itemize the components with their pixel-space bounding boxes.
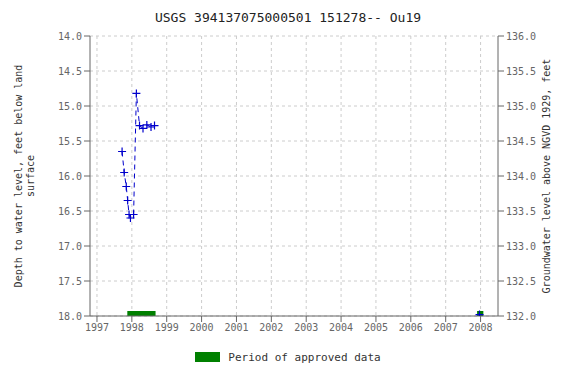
svg-text:1998: 1998 (120, 322, 144, 333)
svg-text:135.5: 135.5 (506, 66, 536, 77)
svg-text:Groundwater level above NGVD 1: Groundwater level above NGVD 1929, feet (541, 59, 552, 294)
svg-text:2004: 2004 (329, 322, 353, 333)
svg-text:2007: 2007 (434, 322, 458, 333)
svg-text:14.5: 14.5 (58, 66, 82, 77)
svg-text:16.5: 16.5 (58, 206, 82, 217)
svg-text:133.0: 133.0 (506, 241, 536, 252)
svg-text:2008: 2008 (469, 322, 493, 333)
svg-text:2006: 2006 (399, 322, 423, 333)
svg-text:1999: 1999 (155, 322, 179, 333)
svg-text:134.0: 134.0 (506, 171, 536, 182)
svg-text:Depth to water level, feet bel: Depth to water level, feet below landsur… (13, 65, 36, 288)
svg-text:132.5: 132.5 (506, 276, 536, 287)
svg-text:135.0: 135.0 (506, 101, 536, 112)
svg-text:16.0: 16.0 (58, 171, 82, 182)
svg-text:134.5: 134.5 (506, 136, 536, 147)
svg-text:133.5: 133.5 (506, 206, 536, 217)
html-text:Period of approved data: Period of approved data (228, 350, 381, 364)
html-text:USGS 394137075000501 151278--: USGS 394137075000501 151278-- Ou19 (154, 10, 421, 25)
svg-text:2005: 2005 (364, 322, 388, 333)
svg-text:2002: 2002 (259, 322, 283, 333)
svg-text:2001: 2001 (224, 322, 248, 333)
svg-text:15.5: 15.5 (58, 136, 82, 147)
svg-text:2000: 2000 (190, 322, 214, 333)
svg-text:132.0: 132.0 (506, 311, 536, 322)
svg-text:2003: 2003 (294, 322, 318, 333)
svg-text:18.0: 18.0 (58, 311, 82, 322)
svg-text:14.0: 14.0 (58, 31, 82, 42)
svg-text:17.0: 17.0 (58, 241, 82, 252)
svg-text:136.0: 136.0 (506, 31, 536, 42)
svg-text:17.5: 17.5 (58, 276, 82, 287)
svg-text:15.0: 15.0 (58, 101, 82, 112)
svg-text:1997: 1997 (85, 322, 109, 333)
